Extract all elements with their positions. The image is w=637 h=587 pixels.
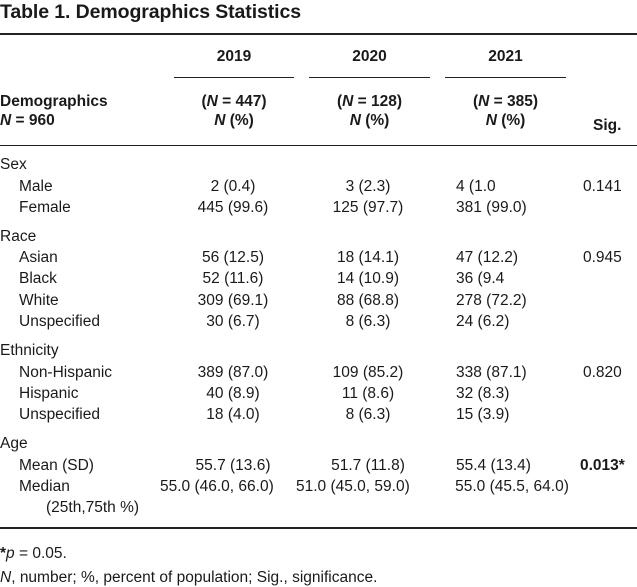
table-row: Black 52 (11.6) 14 (10.9) 36 (9.4	[19, 270, 505, 287]
year-underline-2021	[445, 77, 566, 78]
demographics-label: Demographics	[0, 93, 108, 110]
header-rule	[0, 145, 637, 146]
group-heading-ethnicity: Ethnicity	[0, 342, 59, 359]
year-heading-2019: 2019	[216, 48, 252, 65]
table-row: Non-Hispanic 389 (87.0) 109 (85.2) 338 (…	[19, 364, 622, 381]
top-rule	[0, 33, 637, 35]
year-heading-2021: 2021	[488, 48, 523, 65]
table-row: Unspecified 30 (6.7) 8 (6.3) 24 (6.2)	[19, 313, 510, 330]
table-row: Asian 56 (12.5) 18 (14.1) 47 (12.2) 0.94…	[19, 249, 622, 266]
group-heading-race: Race	[0, 228, 37, 245]
group-heading-age: Age	[0, 435, 28, 452]
year-heading-2020: 2020	[352, 48, 387, 65]
table-row: Hispanic 40 (8.9) 11 (8.6) 32 (8.3)	[19, 385, 510, 402]
table-row: Female 445 (99.6) 125 (97.7) 381 (99.0)	[19, 199, 527, 216]
sig-header: Sig.	[593, 117, 622, 134]
year-underline-2020	[309, 77, 430, 78]
bottom-rule	[0, 527, 637, 529]
year-underline-2019	[174, 77, 294, 78]
table-row: Mean (SD) 55.7 (13.6) 51.7 (11.8) 55.4 (…	[19, 457, 625, 474]
total-n: N = 960	[0, 112, 55, 129]
n-header-2021: (N = 385) N (%)	[472, 93, 539, 129]
table-row: (25th,75th %)	[46, 499, 140, 516]
table-row: Male 2 (0.4) 3 (2.3) 4 (1.0 0.141	[19, 178, 622, 195]
table-title: Table 1. Demographics Statistics	[0, 1, 301, 23]
table-row: Unspecified 18 (4.0) 8 (6.3) 15 (3.9)	[19, 406, 510, 423]
demographics-header: Demographics N = 960	[0, 92, 108, 130]
table-row: Median 55.0 (46.0, 66.0) 51.0 (45.0, 59.…	[19, 478, 569, 495]
n-header-2020: (N = 128) N (%)	[336, 93, 403, 129]
footnote-abbrev: N, number; %, percent of population; Sig…	[0, 569, 378, 586]
footnote-p: *p = 0.05.	[0, 545, 67, 562]
group-heading-sex: Sex	[0, 156, 27, 173]
n-header-2019: (N = 447) N (%)	[201, 93, 267, 129]
table-row: White 309 (69.1) 88 (68.8) 278 (72.2)	[19, 292, 527, 309]
